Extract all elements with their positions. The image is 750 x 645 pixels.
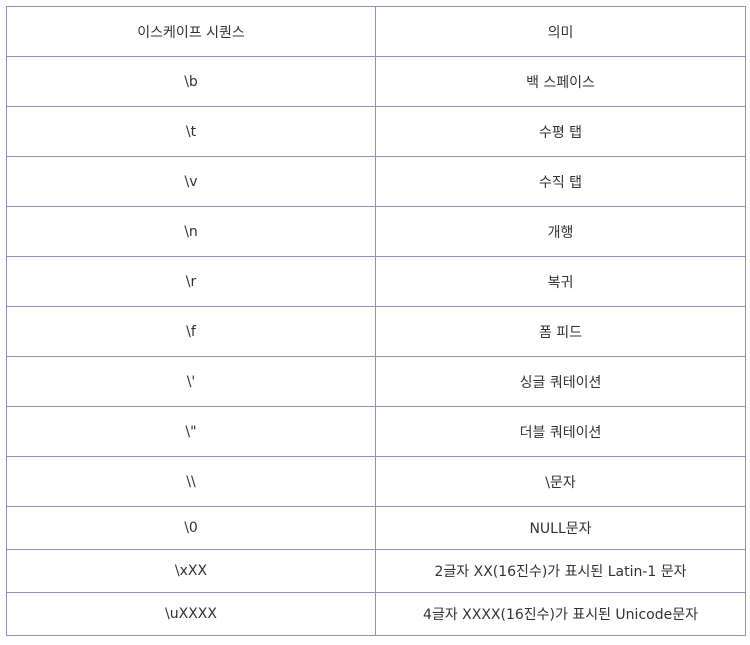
cell-sequence: \v <box>6 156 376 207</box>
table-row: \b 백 스페이스 <box>6 56 746 107</box>
cell-sequence: \xXX <box>6 549 376 593</box>
table-row: \t 수평 탭 <box>6 106 746 157</box>
cell-sequence: \" <box>6 406 376 457</box>
cell-sequence: \0 <box>6 506 376 550</box>
cell-sequence: \f <box>6 306 376 357</box>
table-row: \v 수직 탭 <box>6 156 746 207</box>
cell-meaning: 싱글 쿼테이션 <box>375 356 746 407</box>
cell-sequence: \uXXXX <box>6 592 376 636</box>
table-row: \\ \문자 <box>6 456 746 507</box>
cell-sequence: \' <box>6 356 376 407</box>
cell-meaning: 복귀 <box>375 256 746 307</box>
cell-sequence: \n <box>6 206 376 257</box>
header-escape-sequence: 이스케이프 시퀀스 <box>6 6 376 57</box>
header-meaning: 의미 <box>375 6 746 57</box>
table-header-row: 이스케이프 시퀀스 의미 <box>6 6 746 57</box>
cell-meaning: 수직 탭 <box>375 156 746 207</box>
escape-sequence-table: 이스케이프 시퀀스 의미 \b 백 스페이스 \t 수평 탭 \v 수직 탭 \… <box>6 6 746 636</box>
cell-meaning: \문자 <box>375 456 746 507</box>
table-row: \r 복귀 <box>6 256 746 307</box>
cell-meaning: NULL문자 <box>375 506 746 550</box>
table-row: \uXXXX 4글자 XXXX(16진수)가 표시된 Unicode문자 <box>6 592 746 636</box>
cell-meaning: 폼 피드 <box>375 306 746 357</box>
table-row: \" 더블 쿼테이션 <box>6 406 746 457</box>
cell-meaning: 수평 탭 <box>375 106 746 157</box>
table-row: \xXX 2글자 XX(16진수)가 표시된 Latin-1 문자 <box>6 549 746 593</box>
table-row: \n 개행 <box>6 206 746 257</box>
cell-sequence: \b <box>6 56 376 107</box>
cell-meaning: 개행 <box>375 206 746 257</box>
cell-sequence: \t <box>6 106 376 157</box>
cell-meaning: 4글자 XXXX(16진수)가 표시된 Unicode문자 <box>375 592 746 636</box>
table-row: \' 싱글 쿼테이션 <box>6 356 746 407</box>
table-row: \f 폼 피드 <box>6 306 746 357</box>
cell-sequence: \\ <box>6 456 376 507</box>
table-row: \0 NULL문자 <box>6 506 746 550</box>
cell-meaning: 백 스페이스 <box>375 56 746 107</box>
cell-sequence: \r <box>6 256 376 307</box>
cell-meaning: 더블 쿼테이션 <box>375 406 746 457</box>
cell-meaning: 2글자 XX(16진수)가 표시된 Latin-1 문자 <box>375 549 746 593</box>
